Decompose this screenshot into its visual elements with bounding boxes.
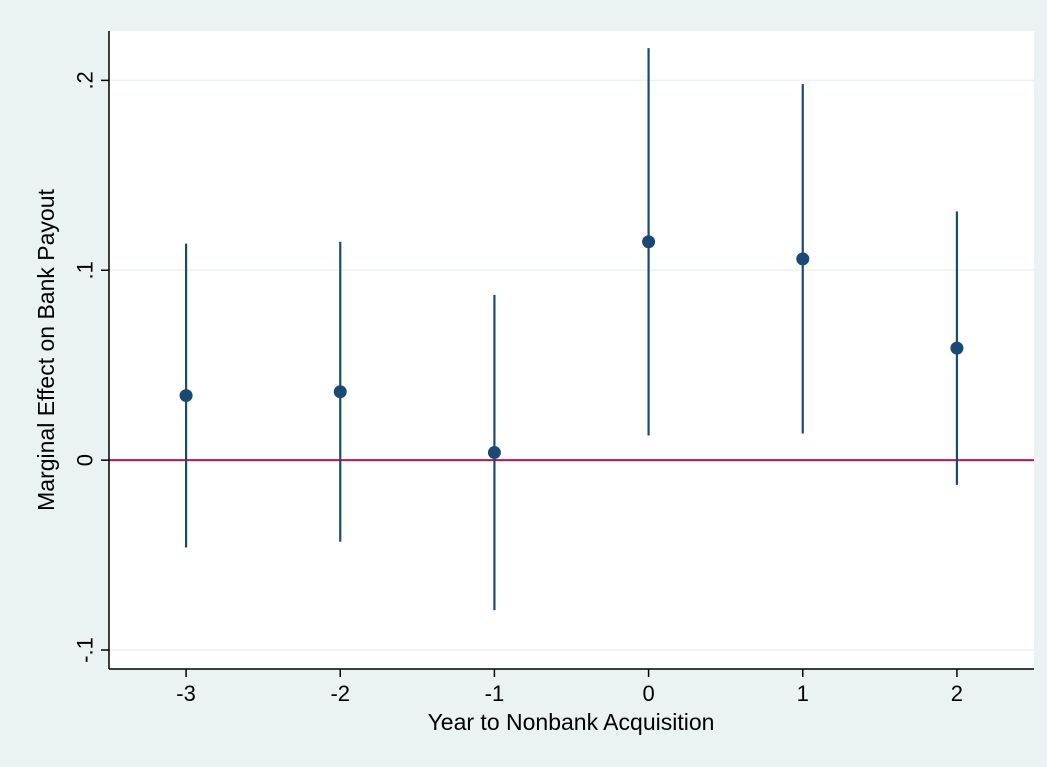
x-tick-label-1: -2 [330,681,350,706]
x-axis-title: Year to Nonbank Acquisition [428,709,715,735]
grid-lines [109,79,1034,651]
point-estimate-0 [179,389,193,403]
y-tick-label-2: .1 [73,261,98,279]
y-tick-label-0: -.1 [73,637,98,663]
point-estimate-1 [333,385,347,399]
plot-area [109,31,1034,669]
x-tick-label-3: 0 [642,681,654,706]
y-tick-label-3: .2 [73,71,98,89]
x-tick-label-4: 1 [797,681,809,706]
y-axis-ticks: -.1 0 .1 .2 [73,71,109,663]
point-estimate-2 [487,446,501,460]
x-axis-ticks: -3 -2 -1 0 1 2 [176,669,963,706]
point-estimate-3 [642,235,656,249]
y-axis-title: Marginal Effect on Bank Payout [33,189,59,511]
y-tick-label-1: 0 [73,454,98,466]
x-tick-label-5: 2 [951,681,963,706]
x-tick-label-2: -1 [485,681,505,706]
point-estimates [179,235,964,460]
point-estimate-5 [950,341,964,355]
point-estimate-4 [796,252,810,266]
x-tick-label-0: -3 [176,681,196,706]
